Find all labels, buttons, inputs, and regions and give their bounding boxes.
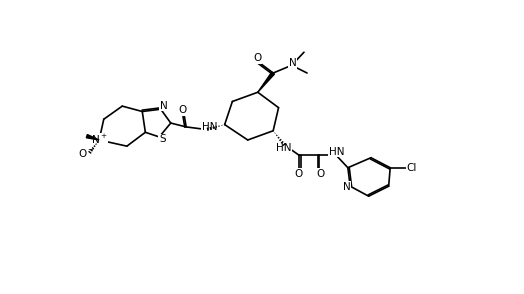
Text: O$^-$: O$^-$ [78, 148, 94, 159]
Text: HN: HN [329, 147, 344, 157]
Text: O: O [253, 54, 261, 64]
Text: O: O [316, 169, 325, 179]
Text: N: N [160, 101, 168, 111]
Polygon shape [86, 135, 99, 140]
Text: HN: HN [202, 121, 217, 131]
Text: O: O [179, 105, 187, 115]
Text: Cl: Cl [407, 163, 417, 173]
Text: N: N [343, 182, 351, 192]
Text: N: N [289, 58, 296, 68]
Text: S: S [159, 134, 166, 144]
Polygon shape [258, 72, 275, 92]
Text: HN: HN [276, 143, 292, 153]
Text: O: O [294, 169, 302, 179]
Text: N$^+$: N$^+$ [91, 133, 107, 146]
